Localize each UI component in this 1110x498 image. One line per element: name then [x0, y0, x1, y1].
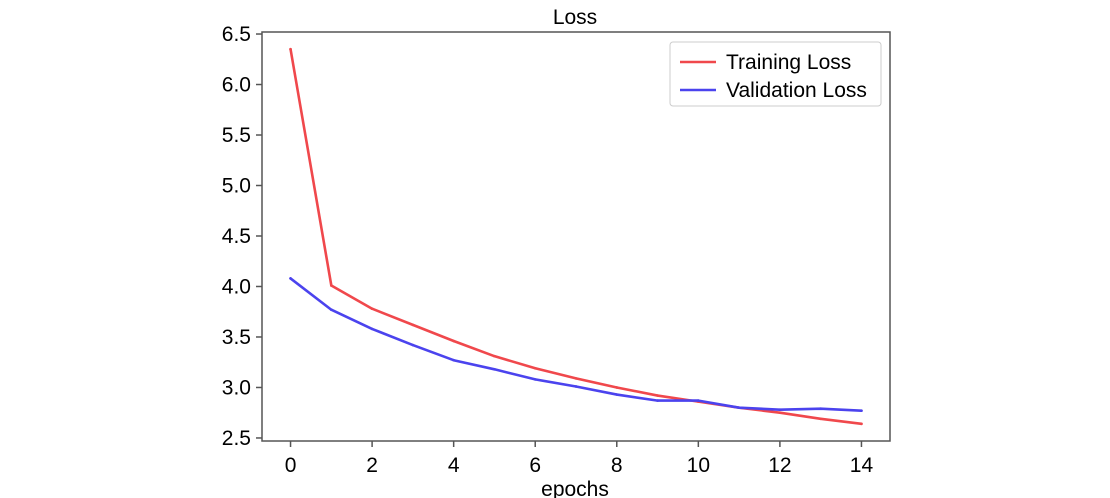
x-axis-label: epochs: [541, 478, 609, 498]
x-tick-label: 14: [850, 454, 874, 477]
y-tick-label: 5.0: [222, 175, 251, 198]
data-point: [330, 284, 333, 287]
data-point: [370, 327, 374, 331]
data-point: [737, 406, 741, 409]
x-tick-label: 12: [768, 454, 791, 477]
data-point: [452, 339, 455, 343]
legend-box: [669, 41, 882, 107]
data-point: [493, 367, 496, 371]
data-point: [697, 399, 700, 402]
y-tick-label: 2.5: [222, 427, 251, 450]
x-axis-ticks: 0 2 4 6 8 10 12 14: [285, 441, 874, 477]
legend-label: Validation Loss: [726, 79, 867, 102]
y-tick-label: 6.0: [222, 74, 251, 97]
y-tick-label: 5.5: [222, 124, 251, 147]
data-point: [819, 417, 822, 421]
data-point: [330, 308, 333, 312]
legend: Training Loss Validation Loss: [669, 41, 882, 107]
data-point: [778, 408, 782, 411]
data-point: [574, 385, 578, 388]
x-tick-label: 2: [366, 454, 378, 477]
data-point: [289, 277, 292, 280]
data-point: [615, 386, 619, 389]
data-point: [860, 409, 863, 413]
x-tick-label: 8: [611, 454, 623, 477]
data-point: [860, 422, 863, 426]
y-tick-label: 4.0: [222, 275, 251, 298]
data-point: [411, 323, 415, 327]
data-point: [819, 407, 822, 410]
y-tick-label: 4.5: [222, 225, 251, 248]
data-point: [533, 378, 537, 381]
y-axis-ticks: 2.5 3.0 3.5 4.0 4.5 5.0 5.5 6.0 6.5: [222, 23, 262, 450]
data-point: [533, 366, 537, 370]
plot-frame: [261, 31, 891, 442]
x-tick-label: 6: [529, 454, 541, 477]
x-tick-label: 4: [448, 454, 460, 477]
data-point: [370, 307, 374, 311]
series-group: [289, 47, 863, 426]
data-point: [574, 377, 578, 380]
chart-title: Loss: [553, 6, 597, 29]
x-tick-label: 10: [687, 454, 710, 477]
data-point: [411, 343, 415, 347]
x-tick-label: 0: [285, 454, 297, 477]
data-point: [289, 47, 292, 51]
data-point: [615, 393, 619, 396]
data-point: [778, 411, 782, 415]
y-tick-label: 3.5: [222, 326, 251, 349]
data-point: [493, 354, 496, 358]
data-point: [656, 394, 659, 397]
data-point: [452, 358, 455, 362]
data-point: [656, 399, 659, 402]
y-tick-label: 3.0: [222, 376, 251, 399]
series-line-validation-loss: [289, 277, 863, 413]
y-tick-label: 6.5: [222, 23, 251, 46]
legend-label: Training Loss: [726, 51, 851, 74]
